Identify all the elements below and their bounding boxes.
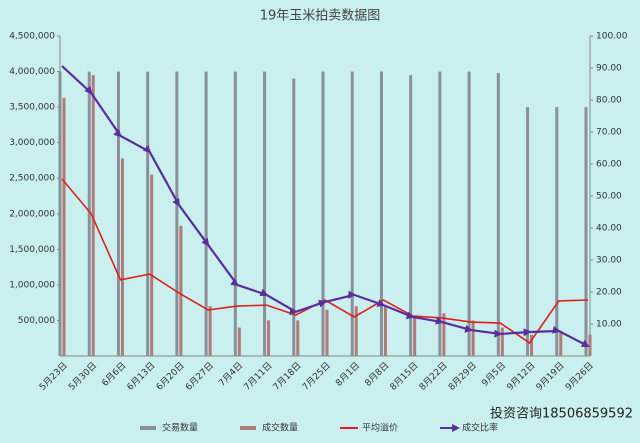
bar (58, 71, 62, 357)
bar (150, 174, 154, 356)
bar (62, 97, 66, 356)
legend-label: 交易数量 (162, 422, 198, 434)
y2-tick-label: 40.00 (596, 224, 622, 234)
y2-tick-label: 30.00 (596, 256, 622, 266)
bar (146, 71, 150, 357)
bar (267, 320, 271, 356)
legend-swatch (240, 426, 256, 430)
watermark: 投资咨询18506859592 (490, 406, 633, 422)
y-tick-label: 2,000,000 (9, 209, 55, 219)
bar (350, 71, 354, 357)
bar (233, 71, 237, 357)
bar (120, 158, 124, 356)
y-tick-label: 1,500,000 (9, 245, 55, 255)
bar (379, 71, 383, 357)
legend-label: 成交数量 (262, 422, 298, 434)
legend-label: 平均溢价 (362, 422, 398, 434)
y2-tick-label: 70.00 (596, 128, 622, 138)
y-tick-label: 1,000,000 (9, 280, 55, 290)
bar (321, 71, 325, 357)
bar (263, 71, 267, 357)
bar (584, 107, 588, 356)
y-tick-label: 500,000 (18, 316, 55, 326)
bar (471, 320, 475, 356)
legend-swatch (140, 426, 156, 430)
bar (413, 316, 417, 356)
bar (354, 306, 358, 356)
y-tick-label: 3,000,000 (9, 138, 55, 148)
bar (204, 71, 208, 357)
bar (296, 320, 300, 356)
bar (588, 334, 592, 356)
bar (383, 306, 387, 356)
bar (438, 71, 442, 357)
y-tick-label: 2,500,000 (9, 174, 55, 184)
bar (237, 327, 241, 356)
y2-tick-label: 20.00 (596, 288, 622, 298)
y-tick-label: 3,500,000 (9, 103, 55, 113)
bar (325, 309, 329, 356)
y2-tick-label: 90.00 (596, 64, 622, 74)
chart-title: 19年玉米拍卖数据图 (260, 9, 381, 24)
bar (559, 331, 563, 356)
y2-tick-label: 80.00 (596, 96, 622, 106)
y-tick-label: 4,500,000 (9, 32, 55, 42)
bar (526, 107, 530, 356)
y2-tick-label: 50.00 (596, 192, 622, 202)
line (61, 65, 590, 348)
bar (116, 71, 120, 357)
y2-tick-label: 60.00 (596, 160, 622, 170)
bar (496, 72, 500, 356)
y-tick-label: 4,000,000 (9, 67, 55, 77)
y2-tick-label: 10.00 (596, 320, 622, 330)
bar (175, 71, 179, 357)
y2-tick-label: 100.00 (596, 32, 628, 42)
legend-label: 成交比率 (462, 422, 498, 434)
bar (179, 225, 183, 356)
bar (500, 327, 504, 356)
bar (208, 306, 212, 356)
bar (442, 313, 446, 356)
bar (467, 71, 471, 357)
bar (555, 107, 559, 356)
